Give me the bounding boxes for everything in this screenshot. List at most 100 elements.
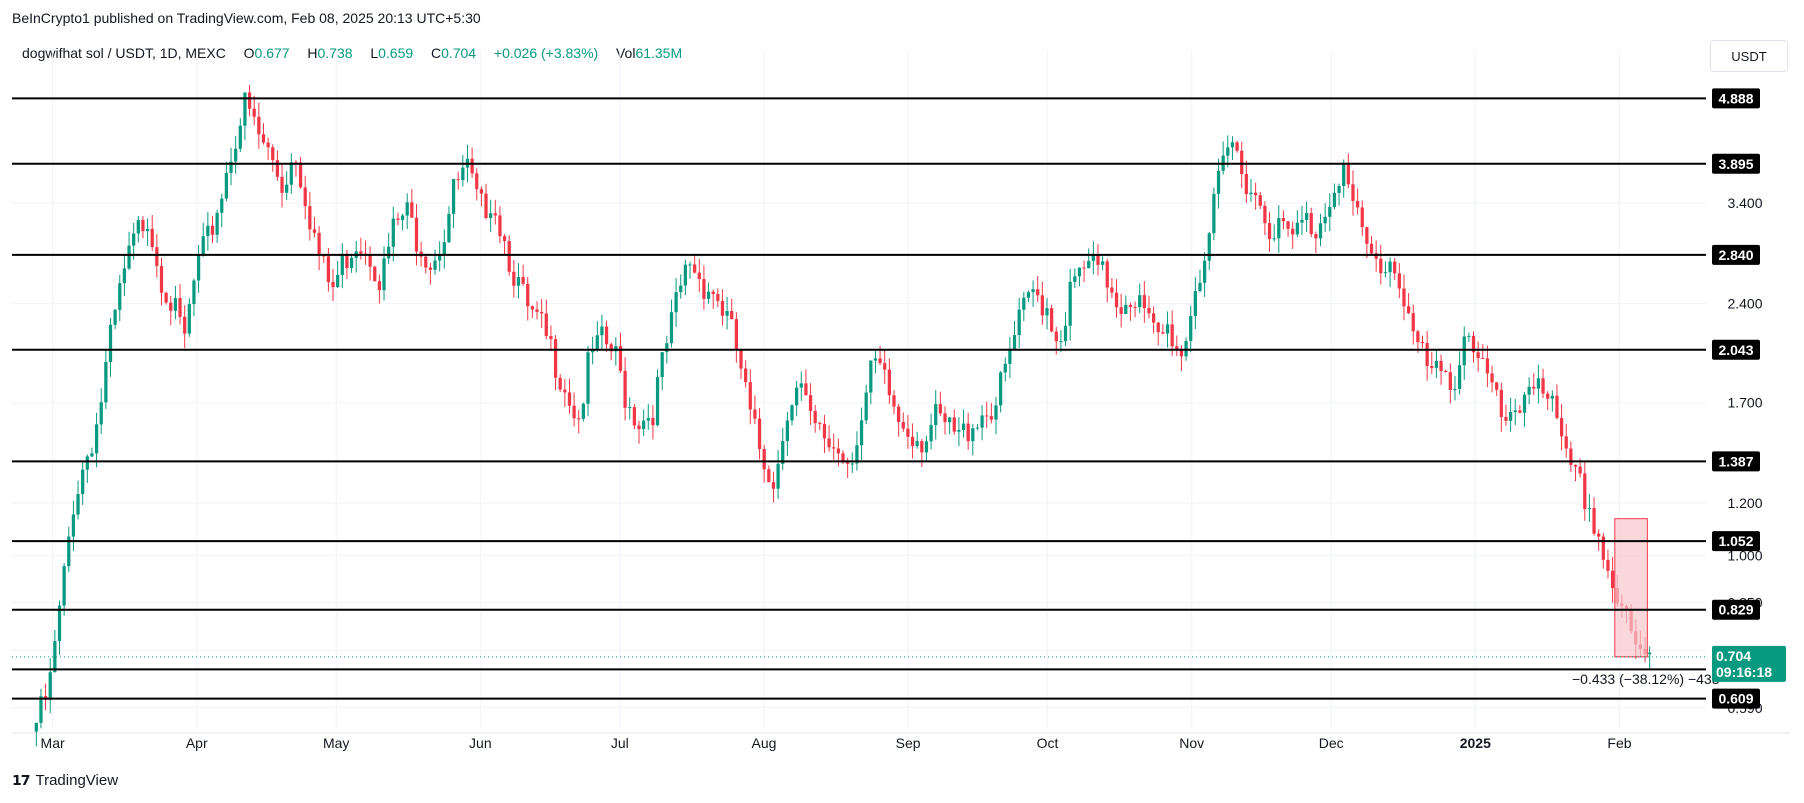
x-tick-label: Sep: [896, 735, 921, 751]
candle-body: [461, 167, 465, 181]
candle-body: [243, 92, 247, 126]
level-label: 0.609: [1712, 688, 1760, 709]
candle-body: [1379, 258, 1383, 274]
candle-body: [1374, 253, 1378, 259]
candle-body: [929, 425, 933, 442]
candle-body: [1012, 334, 1017, 350]
candle-body: [1207, 233, 1211, 261]
candle-body: [257, 116, 261, 135]
candle-body: [1471, 335, 1476, 353]
current-price-bg: [1712, 645, 1786, 682]
candle-body: [966, 423, 970, 442]
candle-body: [451, 179, 456, 214]
candle-body: [122, 268, 127, 284]
candle-body: [1026, 292, 1031, 298]
candle-body: [1323, 216, 1327, 224]
level-label-bg: [1712, 688, 1760, 709]
candle-body: [526, 283, 530, 307]
candle-body: [507, 241, 511, 272]
tv-logo-icon[interactable]: 𝟭𝟳: [12, 772, 31, 788]
candle-body: [1073, 276, 1077, 282]
candle-body: [136, 220, 140, 234]
candle-body: [512, 271, 516, 286]
candle-body: [1453, 389, 1457, 391]
candle-body: [1226, 147, 1230, 156]
candle-body: [1244, 173, 1248, 195]
open-label: O: [243, 45, 255, 61]
candle-body: [90, 453, 94, 457]
candle-body: [261, 134, 266, 143]
candle-body: [1601, 536, 1605, 560]
candle-body: [1495, 382, 1499, 390]
level-label-text: 3.895: [1718, 156, 1753, 172]
candle-body: [400, 215, 405, 220]
candle-body: [864, 392, 868, 421]
candle-body: [1369, 243, 1374, 254]
candle-body: [1230, 142, 1235, 148]
candle-body: [572, 405, 576, 419]
volume-value: 61.35M: [635, 45, 683, 61]
candle-body: [1077, 267, 1082, 277]
open-value: 0.677: [254, 45, 290, 61]
candle-body: [934, 404, 938, 426]
candle-body: [410, 202, 414, 218]
candle-body: [734, 319, 738, 350]
candle-body: [1114, 292, 1119, 308]
candle-body: [1142, 295, 1146, 309]
candle-body: [275, 160, 280, 177]
symbol-name[interactable]: dogwifhat sol / USDT, 1D, MEXC: [22, 45, 226, 61]
candle-body: [716, 294, 720, 301]
candle-body: [326, 256, 331, 283]
candle-body: [1328, 207, 1332, 217]
candle-body: [108, 324, 113, 362]
candle-body: [873, 358, 878, 361]
candle-body: [493, 213, 497, 216]
symbol-legend: dogwifhat sol / USDT, 1D, MEXC O0.677 H0…: [22, 45, 682, 61]
candle-body: [790, 405, 794, 421]
candle-body: [985, 415, 989, 417]
volume-label: Vol: [615, 45, 636, 61]
candle-body: [1578, 466, 1582, 474]
candle-body: [1648, 652, 1652, 655]
candle-body: [660, 352, 664, 378]
candle-body: [869, 360, 873, 393]
candle-body: [725, 310, 729, 316]
attribution: BeInCrypto1 published on TradingView.com…: [12, 10, 481, 26]
x-tick-label: Dec: [1319, 735, 1344, 751]
candle-body: [187, 304, 191, 334]
candle-body: [308, 206, 312, 230]
candle-body: [150, 228, 154, 248]
candle-body: [1096, 255, 1100, 265]
level-label-bg: [1712, 153, 1760, 174]
level-label-bg: [1712, 451, 1760, 472]
candle-body: [994, 405, 998, 420]
candle-body: [48, 672, 52, 700]
candle-body: [99, 402, 103, 425]
candle-body: [220, 198, 224, 213]
candle-body: [957, 430, 961, 432]
candle-body: [1082, 267, 1086, 269]
candle-body: [859, 420, 864, 446]
candle-body: [832, 447, 836, 449]
candle-body: [581, 403, 586, 419]
x-tick-label: Apr: [186, 735, 208, 751]
candle-body: [693, 264, 697, 273]
candle-body: [1518, 410, 1522, 413]
candle-body: [795, 387, 799, 406]
low-label: L: [370, 45, 379, 61]
x-tick-label: Feb: [1607, 735, 1631, 751]
candle-body: [702, 278, 706, 299]
footer-brand[interactable]: TradingView: [35, 772, 119, 789]
level-label-bg: [1712, 531, 1760, 552]
candle-body: [1212, 193, 1216, 234]
candle-body: [1175, 346, 1179, 350]
level-label: 4.888: [1712, 88, 1760, 109]
candle-body: [178, 298, 182, 317]
candle-body: [697, 272, 701, 279]
candle-body: [804, 383, 808, 396]
candle-body: [196, 254, 201, 281]
candle-body: [1430, 365, 1434, 368]
currency-button[interactable]: USDT: [1710, 40, 1788, 72]
candle-body: [387, 246, 391, 259]
